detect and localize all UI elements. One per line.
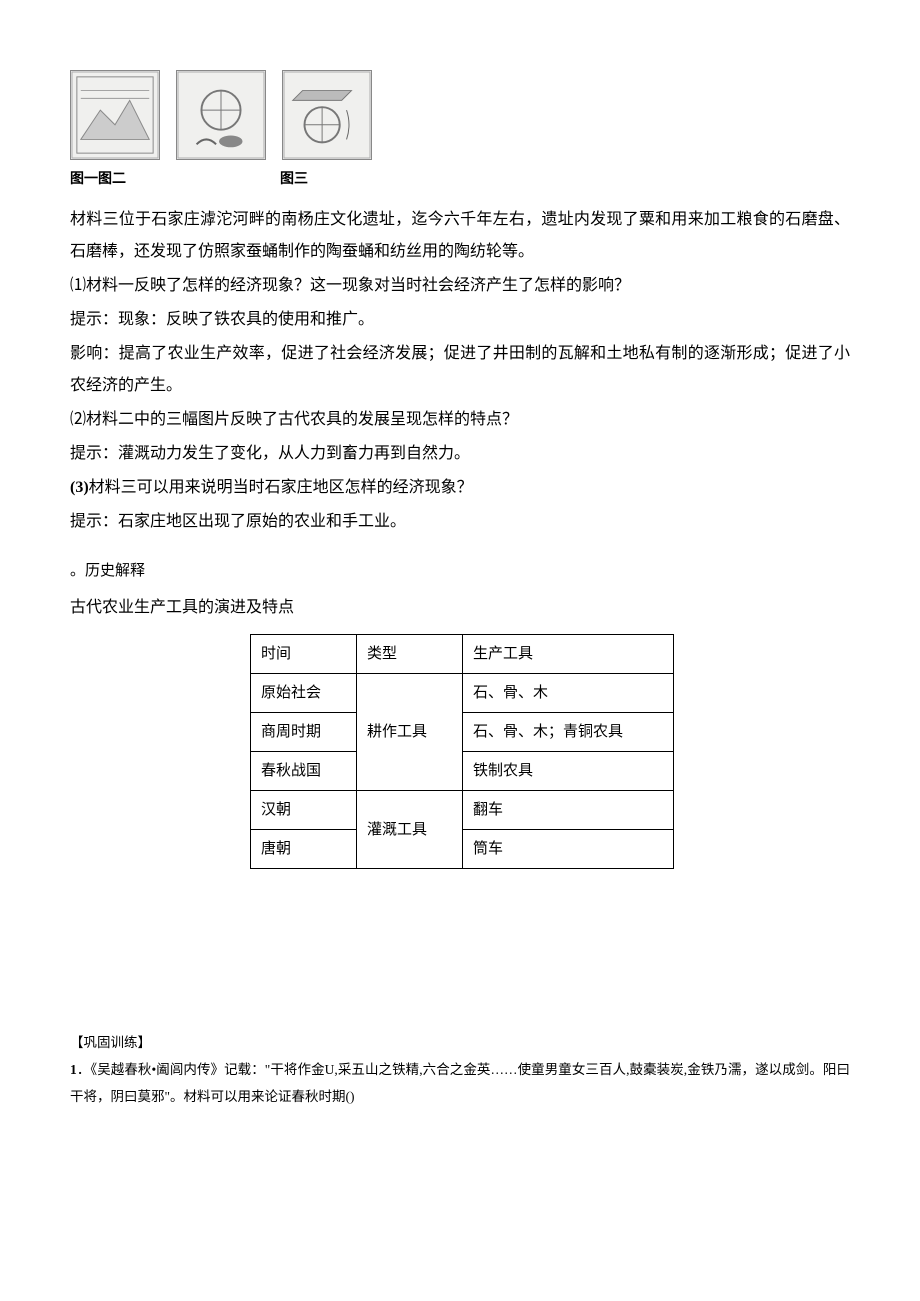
material-3-text: 材料三位于石家庄滹沱河畔的南杨庄文化遗址，迄今六千年左右，遗址内发现了粟和用来加… bbox=[70, 204, 850, 268]
training-q1-number: 1 bbox=[70, 1062, 77, 1077]
table-header-time: 时间 bbox=[251, 635, 357, 674]
table-cell-tool: 石、骨、木；青铜农具 bbox=[463, 713, 674, 752]
table-cell-time: 春秋战国 bbox=[251, 752, 357, 791]
table-row: 原始社会 耕作工具 石、骨、木 bbox=[251, 674, 674, 713]
question-3-label: (3) bbox=[70, 479, 89, 496]
image-placeholder-icon bbox=[71, 71, 159, 159]
table-row: 商周时期 石、骨、木；青铜农具 bbox=[251, 713, 674, 752]
material-images-row bbox=[70, 70, 850, 160]
training-header: 【巩固训练】 bbox=[70, 1029, 850, 1056]
question-2: ⑵材料二中的三幅图片反映了古代农具的发展呈现怎样的特点？ bbox=[70, 404, 850, 436]
question-1: ⑴材料一反映了怎样的经济现象？这一现象对当时社会经济产生了怎样的影响？ bbox=[70, 270, 850, 302]
table-header-tool: 生产工具 bbox=[463, 635, 674, 674]
table-cell-time: 汉朝 bbox=[251, 791, 357, 830]
table-cell-tool: 石、骨、木 bbox=[463, 674, 674, 713]
table-cell-time: 唐朝 bbox=[251, 830, 357, 869]
training-question-1: 1．《吴越春秋•阖闾内传》记载："干将作金U,采五山之铁精,六合之金英……使童男… bbox=[70, 1056, 850, 1110]
table-cell-type: 耕作工具 bbox=[357, 674, 463, 791]
question-3-hint: 提示：石家庄地区出现了原始的农业和手工业。 bbox=[70, 506, 850, 538]
table-row: 汉朝 灌溉工具 翻车 bbox=[251, 791, 674, 830]
question-2-hint: 提示：灌溉动力发生了变化，从人力到畜力再到自然力。 bbox=[70, 438, 850, 470]
material-image-1 bbox=[70, 70, 160, 160]
table-cell-tool: 铁制农具 bbox=[463, 752, 674, 791]
table-header-type: 类型 bbox=[357, 635, 463, 674]
table-header-row: 时间 类型 生产工具 bbox=[251, 635, 674, 674]
image-placeholder-icon bbox=[283, 71, 371, 159]
tools-evolution-table: 时间 类型 生产工具 原始社会 耕作工具 石、骨、木 商周时期 石、骨、木；青铜… bbox=[250, 634, 674, 869]
table-row: 唐朝 筒车 bbox=[251, 830, 674, 869]
image-placeholder-icon bbox=[177, 71, 265, 159]
caption-image-3: 图三 bbox=[280, 166, 308, 194]
table-cell-time: 商周时期 bbox=[251, 713, 357, 752]
question-1-hint-phenomenon: 提示：现象：反映了铁农具的使用和推广。 bbox=[70, 304, 850, 336]
table-cell-tool: 筒车 bbox=[463, 830, 674, 869]
consolidation-training: 【巩固训练】 1．《吴越春秋•阖闾内传》记载："干将作金U,采五山之铁精,六合之… bbox=[70, 1029, 850, 1110]
image-captions: 图一图二 图三 bbox=[70, 166, 850, 194]
table-cell-type: 灌溉工具 bbox=[357, 791, 463, 869]
table-row: 春秋战国 铁制农具 bbox=[251, 752, 674, 791]
section-history-explain: 。历史解释 bbox=[70, 556, 850, 586]
training-q1-text: ．《吴越春秋•阖闾内传》记载："干将作金U,采五山之铁精,六合之金英……使童男童… bbox=[70, 1062, 850, 1104]
table-cell-tool: 翻车 bbox=[463, 791, 674, 830]
question-1-hint-impact: 影响：提高了农业生产效率，促进了社会经济发展；促进了井田制的瓦解和土地私有制的逐… bbox=[70, 338, 850, 402]
table-cell-time: 原始社会 bbox=[251, 674, 357, 713]
question-3: (3)材料三可以用来说明当时石家庄地区怎样的经济现象？ bbox=[70, 472, 850, 504]
material-image-2 bbox=[176, 70, 266, 160]
section-title: 古代农业生产工具的演进及特点 bbox=[70, 592, 850, 624]
caption-image-1-2: 图一图二 bbox=[70, 166, 250, 194]
material-image-3 bbox=[282, 70, 372, 160]
question-3-text: 材料三可以用来说明当时石家庄地区怎样的经济现象？ bbox=[89, 479, 473, 496]
